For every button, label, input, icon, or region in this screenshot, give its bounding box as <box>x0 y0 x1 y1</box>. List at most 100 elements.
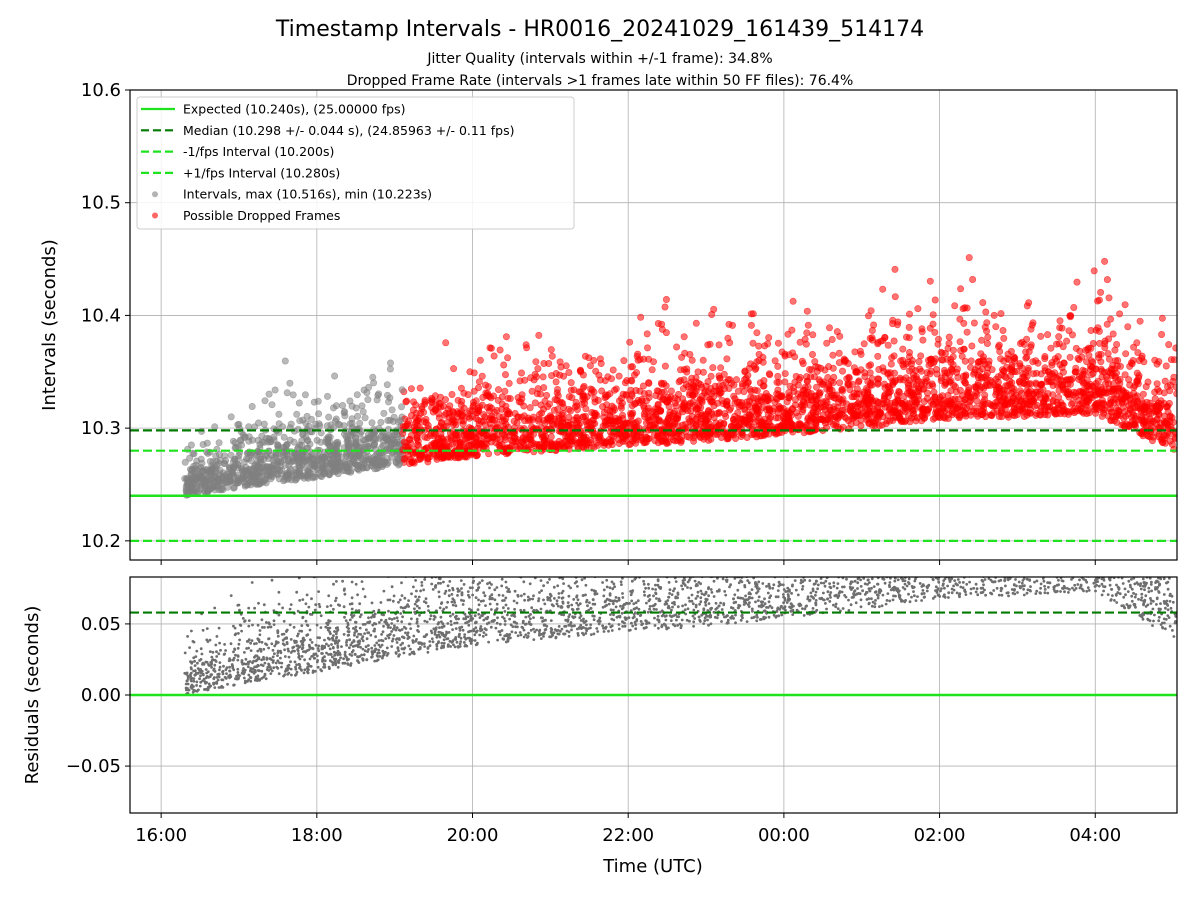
dropped-frame-point <box>1007 389 1015 397</box>
dropped-frame-point <box>803 307 811 315</box>
residual-point <box>675 506 678 509</box>
dropped-frame-point <box>410 459 418 467</box>
dropped-frame-point <box>705 406 713 414</box>
residual-point <box>1005 532 1008 535</box>
dropped-frame-point <box>648 366 656 374</box>
dropped-frame-point <box>622 391 630 399</box>
residual-point <box>721 577 725 581</box>
interval-point <box>363 389 371 397</box>
dropped-frame-point <box>1134 349 1142 357</box>
chart-subtitle-jitter: Jitter Quality (intervals within +/-1 fr… <box>426 51 772 67</box>
interval-point <box>341 412 349 420</box>
residual-point <box>710 574 713 577</box>
dropped-frame-point <box>715 341 723 349</box>
dropped-frame-point <box>1113 340 1121 348</box>
residual-point <box>505 586 508 589</box>
residual-point <box>1114 545 1117 548</box>
residual-point <box>658 610 662 614</box>
interval-point <box>266 438 274 446</box>
residual-point <box>707 594 710 598</box>
residual-point <box>377 567 380 570</box>
dropped-frame-point <box>1077 391 1085 399</box>
residual-point <box>449 623 453 626</box>
dropped-frame-point <box>789 297 797 305</box>
residual-point <box>597 622 601 626</box>
dropped-frame-point <box>464 391 472 399</box>
interval-point <box>261 397 269 405</box>
dropped-frame-point <box>634 417 642 425</box>
dropped-frame-point <box>1045 403 1053 411</box>
dropped-frame-point <box>1044 331 1052 339</box>
residual-point <box>732 617 735 620</box>
dropped-frame-point <box>579 431 587 439</box>
residual-point <box>1069 566 1072 569</box>
dropped-frame-point <box>961 379 969 387</box>
residual-point <box>503 623 507 626</box>
interval-point <box>286 379 294 387</box>
residual-point <box>613 585 616 589</box>
interval-point <box>287 420 295 428</box>
residual-point <box>446 584 450 588</box>
residual-point <box>694 597 698 600</box>
interval-point <box>260 420 268 428</box>
dropped-frame-point <box>553 420 561 428</box>
dropped-frame-point <box>638 395 646 403</box>
dropped-frame-point <box>1105 335 1113 343</box>
dropped-frame-point <box>1033 401 1041 409</box>
interval-point <box>378 452 386 460</box>
interval-point <box>255 419 263 427</box>
interval-point <box>386 359 394 367</box>
residual-point <box>313 608 317 612</box>
dropped-frame-point <box>777 422 785 430</box>
residual-point <box>423 645 426 648</box>
residual-point <box>594 536 597 539</box>
dropped-frame-point <box>836 332 844 340</box>
dropped-frame-point <box>1126 422 1134 430</box>
dropped-frame-point <box>828 335 836 343</box>
residual-point <box>247 619 251 622</box>
dropped-frame-point <box>964 386 972 394</box>
interval-point <box>269 466 277 474</box>
dropped-frame-point <box>631 423 639 431</box>
dropped-frame-point <box>709 364 717 372</box>
dropped-frame-point <box>800 397 808 405</box>
dropped-frame-point <box>1153 380 1161 388</box>
dropped-frame-point <box>1085 391 1093 399</box>
residual-point <box>1167 616 1171 619</box>
dropped-frame-point <box>478 440 486 448</box>
residual-point <box>604 549 607 552</box>
residual-point <box>490 570 493 573</box>
residual-point <box>1113 599 1116 602</box>
interval-point <box>248 402 256 410</box>
residual-point <box>386 626 390 629</box>
dropped-frame-point <box>925 381 933 389</box>
dropped-frame-point <box>918 417 926 425</box>
residual-point <box>211 650 215 654</box>
residual-point <box>931 553 934 556</box>
interval-point <box>289 457 297 465</box>
dropped-frame-point <box>1027 341 1035 349</box>
dropped-frame-point <box>720 419 728 427</box>
dropped-frame-point <box>1116 310 1124 318</box>
dropped-frame-point <box>925 361 933 369</box>
residual-point <box>814 531 817 534</box>
dropped-frame-point <box>908 398 916 406</box>
residual-point <box>829 591 833 594</box>
dropped-frame-point <box>607 417 615 425</box>
dropped-frame-point <box>867 361 875 369</box>
interval-point <box>234 421 242 429</box>
dropped-frame-point <box>489 433 497 441</box>
dropped-frame-point <box>406 435 414 443</box>
residual-point <box>226 682 229 686</box>
residual-point <box>386 554 389 557</box>
dropped-frame-point <box>627 363 635 371</box>
residual-point <box>409 627 413 630</box>
dropped-frame-point <box>774 372 782 380</box>
dropped-frame-point <box>1101 257 1109 265</box>
dropped-frame-point <box>722 412 730 420</box>
y-tick-label: 10.5 <box>81 193 121 214</box>
residual-point <box>1012 571 1015 574</box>
residual-point <box>959 471 962 474</box>
dropped-frame-point <box>984 333 992 341</box>
residual-point <box>685 538 688 541</box>
